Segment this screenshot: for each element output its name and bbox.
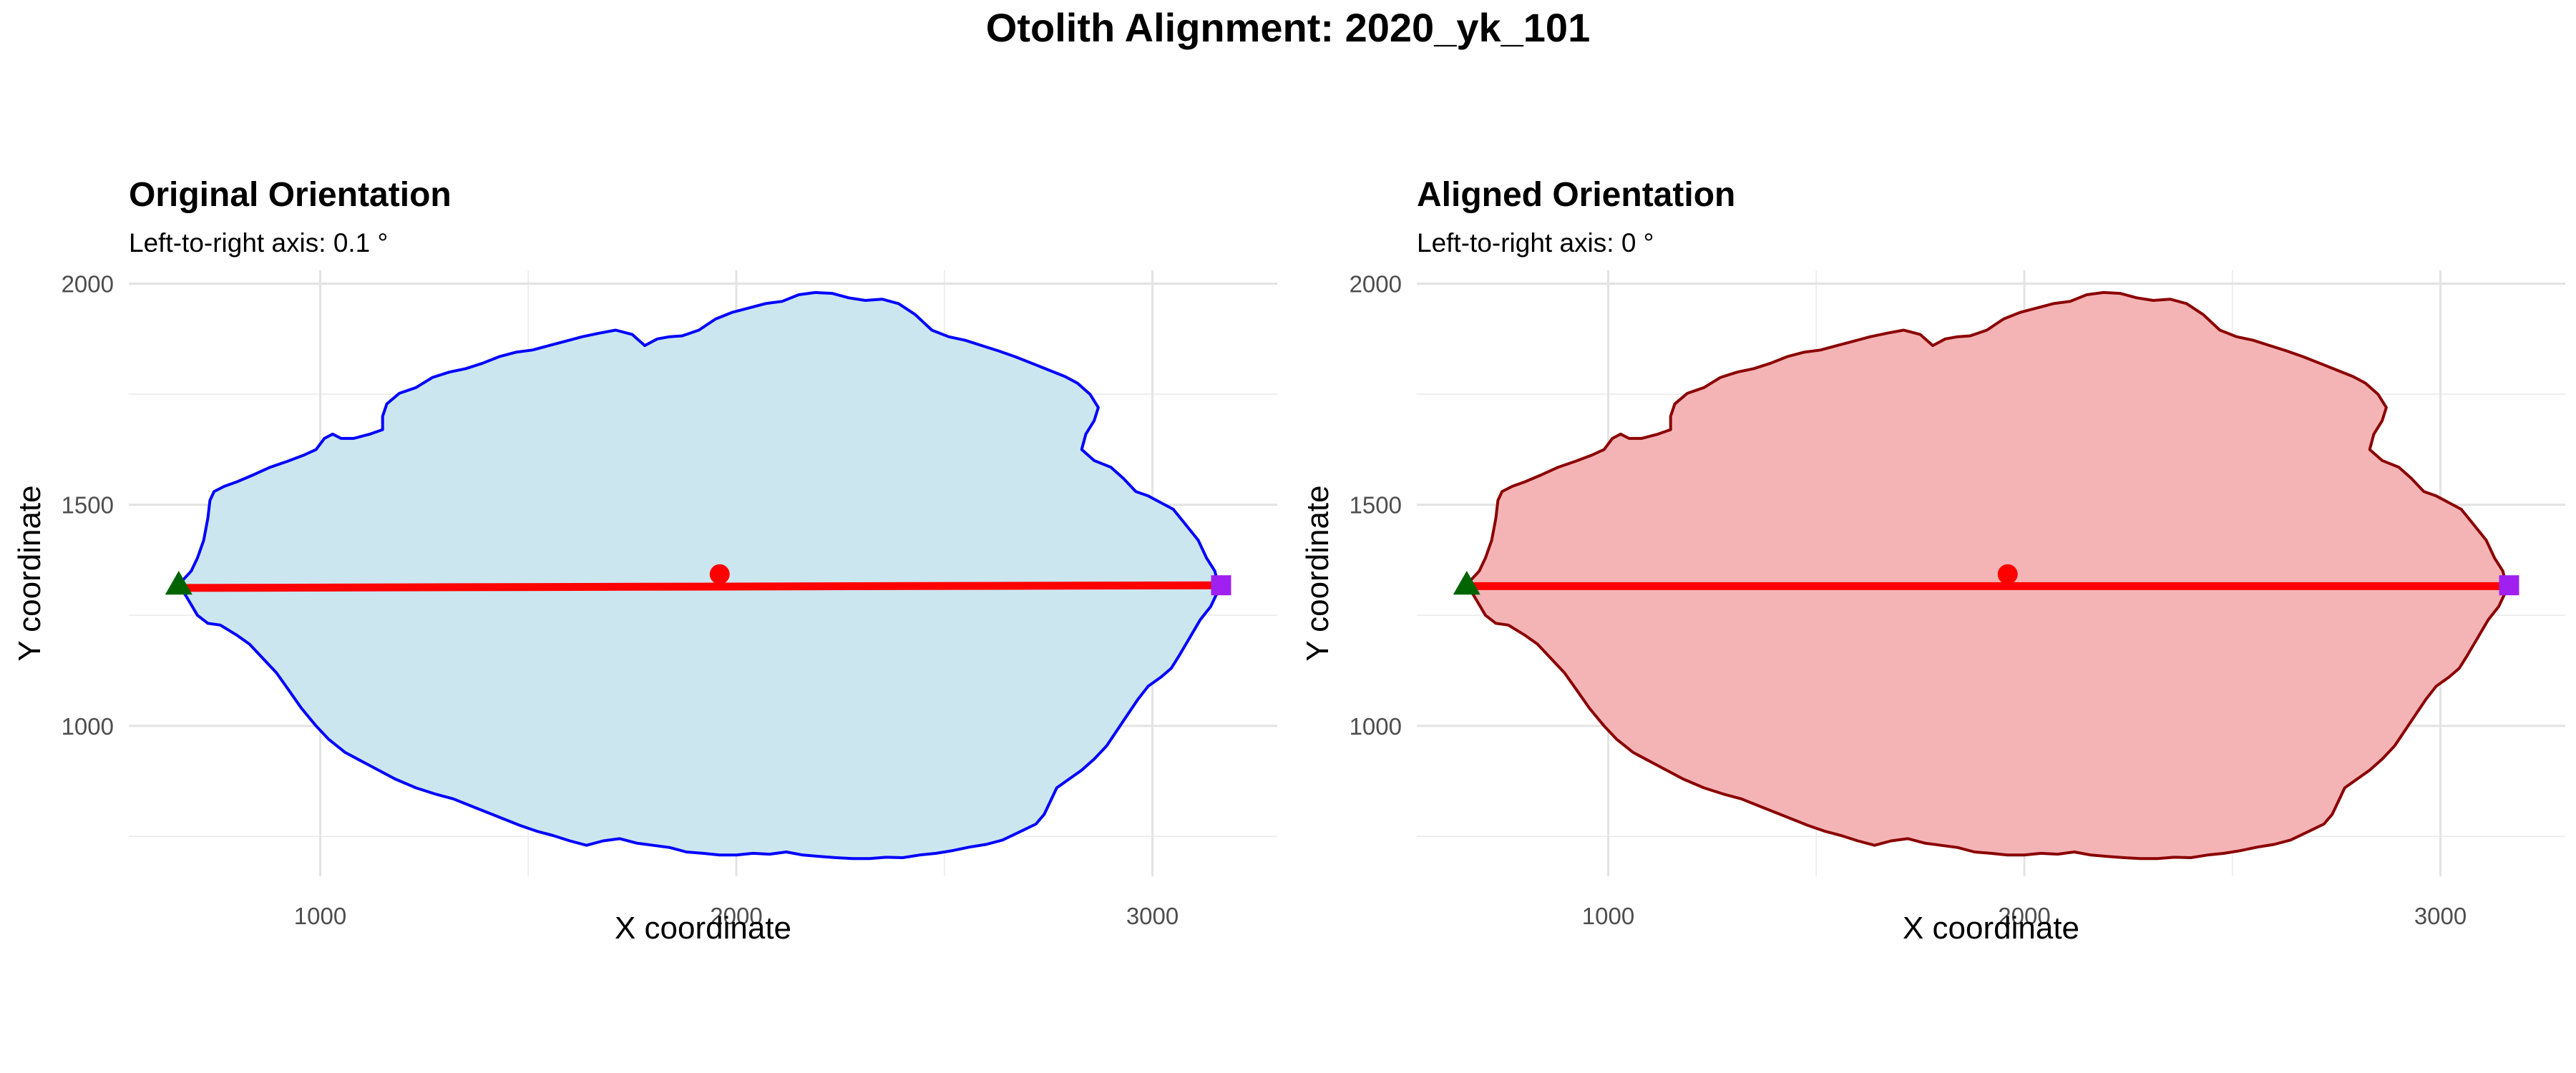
x-tick-label: 3000 (1126, 903, 1179, 929)
y-tick-label: 1500 (62, 492, 114, 519)
x-tick-label: 1000 (294, 903, 346, 929)
x-tick-label: 2000 (710, 903, 762, 929)
left-endpoint-point (165, 570, 192, 595)
otolith-outline (1465, 290, 2509, 861)
right-endpoint-point (2499, 575, 2519, 596)
y-axis-title: Y coordinate (12, 485, 47, 661)
centroid-point (1997, 564, 2018, 584)
y-tick-label: 1000 (62, 713, 114, 740)
panel-title: Aligned Orientation (1417, 176, 1735, 214)
panel-subtitle: Left-to-right axis: 0.1 ° (129, 228, 388, 258)
x-tick-label: 2000 (1998, 903, 2050, 929)
left-right-axis-line (178, 581, 1221, 592)
y-tick-label: 1000 (1350, 713, 1402, 740)
figure-title: Otolith Alignment: 2020_yk_101 (985, 5, 1591, 50)
y-tick-label: 2000 (1350, 271, 1402, 298)
otolith-outline (177, 290, 1221, 861)
x-axis-title: X coordinate (1903, 911, 2079, 946)
panel-title: Original Orientation (129, 176, 452, 214)
y-tick-label: 2000 (62, 271, 114, 298)
y-tick-label: 1500 (1350, 492, 1402, 519)
x-axis-title: X coordinate (615, 911, 791, 946)
right-endpoint-point (1211, 575, 1231, 596)
left-endpoint-point (1453, 570, 1480, 595)
x-tick-label: 1000 (1582, 903, 1634, 929)
centroid-point (709, 564, 730, 584)
x-tick-label: 3000 (2414, 903, 2467, 929)
panel-subtitle: Left-to-right axis: 0 ° (1417, 228, 1654, 258)
y-axis-title: Y coordinate (1300, 485, 1335, 661)
